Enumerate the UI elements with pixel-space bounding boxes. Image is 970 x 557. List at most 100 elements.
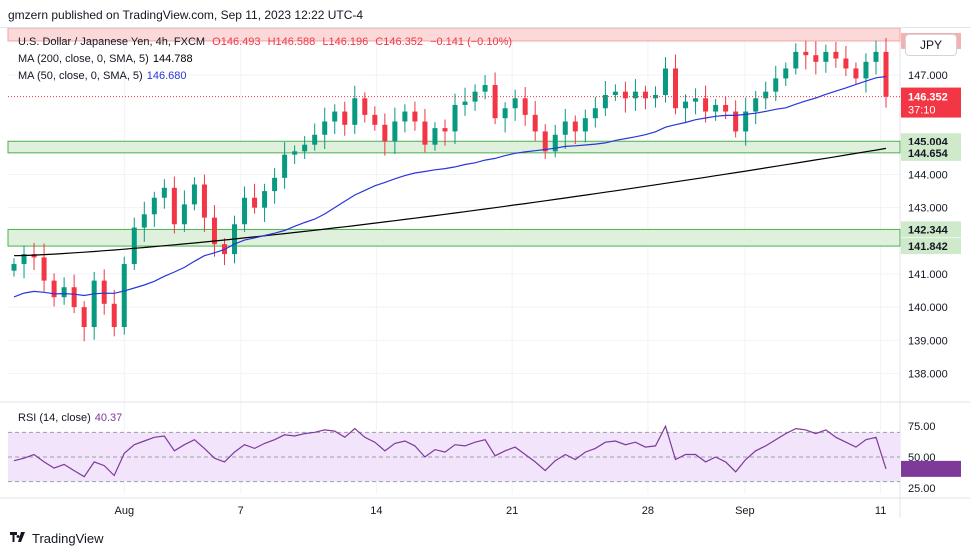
current-price-tag — [901, 87, 961, 118]
ma50-legend[interactable]: MA (50, close, 0, SMA, 5) 146.680 — [18, 70, 186, 82]
level-tag-label: 142.344 — [908, 224, 949, 236]
candle-body — [382, 124, 388, 142]
candle-body — [833, 51, 839, 59]
candle-body — [61, 287, 67, 298]
candle-body — [41, 257, 47, 281]
rsi-line — [13, 424, 887, 478]
candle-body — [542, 131, 548, 152]
candle-body — [432, 128, 438, 145]
high-value: H146.588 — [267, 36, 316, 48]
candle-body — [181, 204, 187, 225]
candle-body — [262, 191, 268, 208]
publisher-header: gmzern published on TradingView.com, Sep… — [8, 8, 364, 22]
rsi-tick-label: 25.00 — [908, 483, 936, 495]
candle-body — [211, 217, 217, 245]
candle-body — [141, 214, 147, 228]
candle-body — [242, 197, 248, 225]
price-tick-label: 141.000 — [908, 269, 948, 281]
candle-body — [332, 111, 338, 122]
time-tick-label: Aug — [115, 505, 135, 517]
candle-body — [51, 280, 57, 298]
rsi-legend[interactable]: RSI (14, close) 40.37 — [18, 412, 122, 424]
open-value: O146.493 — [212, 36, 261, 48]
ma50-value: 146.680 — [146, 70, 187, 82]
candle-body — [532, 114, 538, 132]
candle-body — [502, 108, 508, 119]
candle-body — [402, 111, 408, 122]
time-tick-label: 11 — [875, 505, 886, 517]
candle-body — [412, 111, 418, 122]
support-zone-lower — [7, 228, 901, 247]
candle-body — [452, 104, 458, 132]
candle-body — [302, 144, 308, 152]
candle-body — [392, 121, 398, 142]
candle-body — [733, 111, 739, 132]
symbol-name: U.S. Dollar / Japanese Yen, 4h, FXCM — [18, 36, 206, 48]
footer-brand-text: TradingView — [32, 531, 104, 546]
currency-button[interactable]: JPY — [905, 34, 957, 56]
candle-body — [292, 151, 298, 155]
price-tick-label: 144.000 — [908, 170, 948, 182]
time-tick-label: 7 — [238, 505, 244, 517]
time-tick-label: 21 — [506, 505, 518, 517]
candle-body — [482, 85, 488, 92]
resistance-zone — [7, 28, 901, 42]
candle-body — [161, 187, 167, 198]
ma50-label: MA (50, close, 0, SMA, 5) — [18, 70, 143, 82]
rsi-tick-label: 75.00 — [908, 421, 936, 433]
candle-body — [462, 101, 468, 105]
candle-body — [252, 197, 258, 208]
level-tag — [901, 238, 961, 255]
candle-body — [582, 118, 588, 132]
candle-body — [803, 51, 809, 56]
candle-body — [813, 55, 819, 62]
candle-body — [592, 108, 598, 119]
current-price-value: 146.352 — [908, 92, 948, 104]
candle-body — [282, 154, 288, 178]
candle-body — [572, 121, 578, 132]
candle-body — [602, 94, 608, 109]
candle-body — [773, 78, 779, 92]
candle-body — [673, 68, 679, 109]
candle-body — [723, 104, 729, 112]
candle-body — [763, 91, 769, 99]
low-value: L146.196 — [322, 36, 369, 48]
candle-body — [71, 287, 77, 308]
candle-body — [683, 101, 689, 109]
price-tick-label: 140.000 — [908, 302, 948, 314]
candle-body — [843, 58, 849, 69]
support-resistance-zones — [7, 28, 901, 247]
moving-averages — [8, 75, 900, 298]
candle-body — [853, 68, 859, 79]
candle-body — [713, 104, 719, 112]
candle-body — [783, 68, 789, 79]
candle-countdown: 37:10 — [908, 105, 936, 117]
ma200-label: MA (200, close, 0, SMA, 5) — [18, 53, 149, 65]
price-chart[interactable]: 147.000 144.000 143.000 141.000 140.000 139.0… — [0, 28, 970, 528]
level-tag — [901, 144, 961, 161]
tradingview-logo-icon — [10, 532, 25, 542]
level-tag-label: 141.842 — [908, 241, 948, 253]
candle-body — [372, 114, 378, 125]
ma200-legend[interactable]: MA (200, close, 0, SMA, 5) 144.788 — [18, 53, 193, 65]
price-tick-label: 138.000 — [908, 368, 948, 380]
candle-body — [552, 134, 558, 152]
candle-body — [522, 98, 528, 115]
candle-body — [101, 280, 107, 304]
candle-body — [422, 121, 428, 145]
candle-body — [693, 98, 699, 102]
candle-body — [312, 134, 318, 145]
candle-body — [703, 98, 709, 112]
candle-body — [352, 98, 358, 125]
candle-body — [21, 254, 27, 265]
price-tick-label: 143.000 — [908, 203, 948, 215]
candle-body — [632, 91, 638, 99]
candle-body — [11, 264, 17, 271]
candle-body — [322, 121, 328, 135]
time-axis: Aug 7 14 21 28 Sep 11 — [115, 505, 887, 517]
rsi-value-tag — [901, 460, 961, 477]
rsi-label: RSI (14, close) — [18, 412, 91, 424]
time-tick-label: 14 — [370, 505, 382, 517]
candle-body — [743, 111, 749, 132]
